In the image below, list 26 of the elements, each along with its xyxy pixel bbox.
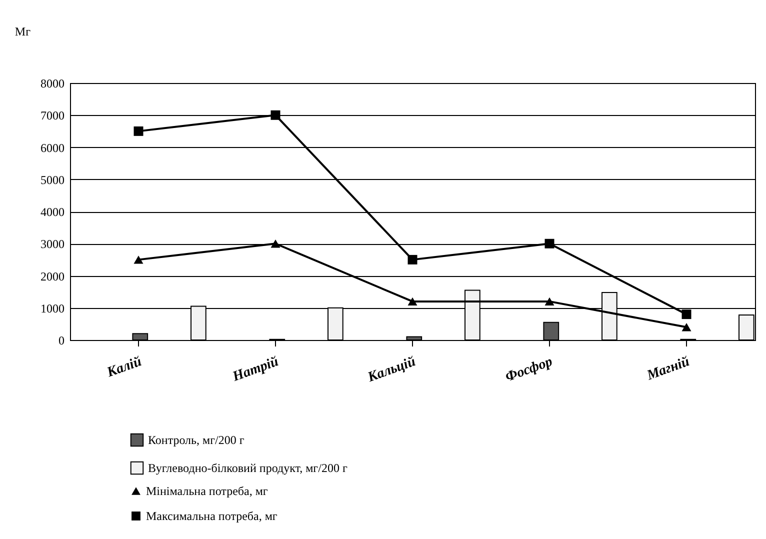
point bbox=[408, 254, 418, 264]
point bbox=[544, 297, 554, 306]
legend-label: Вуглеводно-білковий продукт, мг/200 г bbox=[148, 461, 348, 475]
y-tick-label: 1000 bbox=[40, 301, 64, 316]
point bbox=[682, 323, 692, 332]
y-tick-label: 3000 bbox=[40, 237, 64, 252]
y-tick-label: 8000 bbox=[40, 76, 64, 90]
legend-label: Контроль, мг/200 г bbox=[148, 433, 244, 447]
y-tick-label: 0 bbox=[58, 334, 64, 348]
y-axis-title: Мг bbox=[14, 24, 31, 38]
point bbox=[408, 297, 418, 306]
y-tick-label: 7000 bbox=[40, 108, 64, 123]
legend-label: Максимальна потреба, мг bbox=[146, 509, 278, 523]
point bbox=[134, 126, 144, 136]
y-tick-label: 5000 bbox=[40, 172, 64, 187]
y-tick-label: 4000 bbox=[40, 205, 64, 219]
point bbox=[134, 256, 144, 264]
point bbox=[270, 240, 280, 248]
legend-label: Мінімальна потреба, мг bbox=[146, 484, 268, 498]
point bbox=[270, 110, 280, 120]
point bbox=[682, 310, 692, 320]
x-tick-label: Калій bbox=[104, 354, 144, 382]
y-tick-label: 2000 bbox=[40, 269, 64, 284]
point bbox=[544, 238, 554, 248]
x-tick-label: Фосфор bbox=[504, 354, 555, 386]
y-tick-label: 6000 bbox=[40, 140, 64, 155]
